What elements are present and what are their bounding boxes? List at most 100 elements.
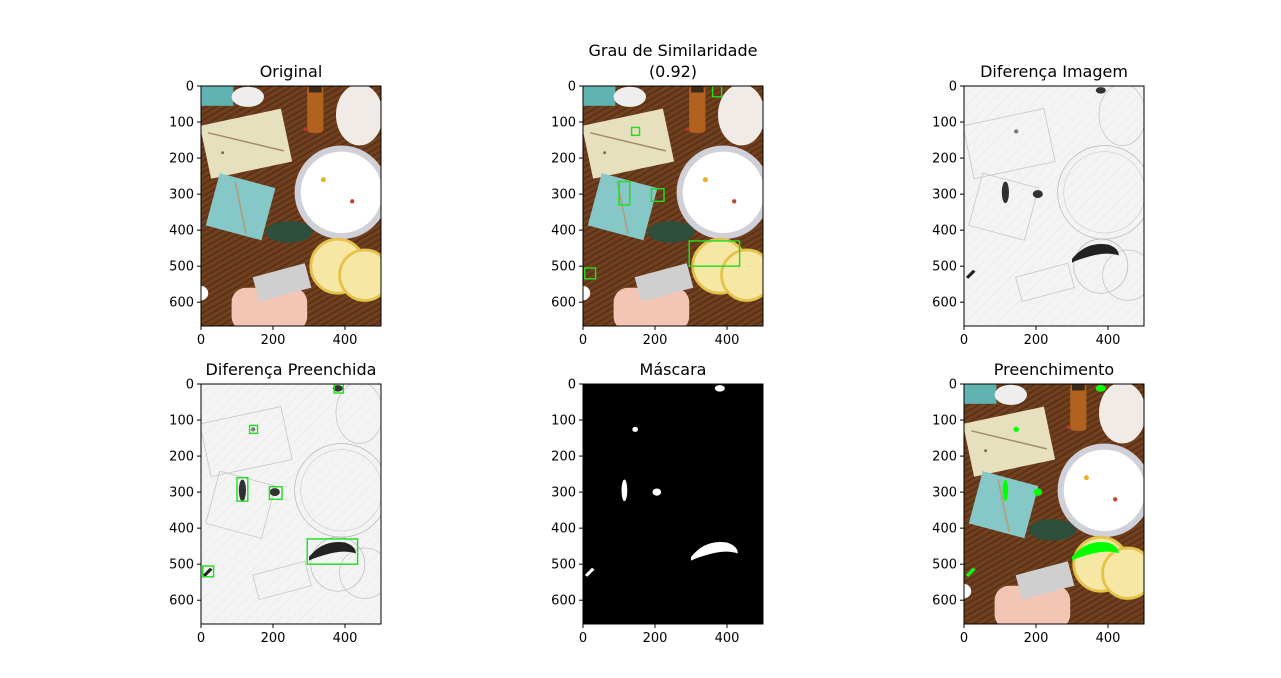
y-tick-label: 600 [932,594,957,609]
y-tick-label: 100 [551,116,576,131]
x-tick-label: 0 [960,333,968,348]
y-tick-label: 100 [932,116,957,131]
panel-diff: Diferença Imagem 0 200 400 0 100 200 300 400 500… [932,62,1145,348]
axes-fill: 0 200 400 0 100 200 300 400 500 600 [932,378,1145,646]
detection-box [618,180,631,206]
x-tick-label: 200 [1024,631,1049,646]
detection-box [202,565,215,578]
similarity-boxes [584,86,741,280]
x-tick-label: 0 [960,631,968,646]
y-tick-label: 500 [169,558,194,573]
mask-image [583,384,763,624]
y-tick-label: 0 [949,378,957,393]
x-tick-label: 0 [579,631,587,646]
y-tick-label: 200 [551,450,576,465]
diff-filled-image [201,384,381,624]
panel-title-similarity-line1: Grau de Similaridade [589,41,758,60]
y-tick-label: 600 [551,594,576,609]
detection-box [711,86,723,98]
y-tick-label: 500 [551,260,576,275]
detection-box [333,384,344,394]
y-tick-label: 0 [949,80,957,95]
y-tick-label: 400 [551,224,576,239]
y-tick-label: 200 [932,152,957,167]
x-tick-label: 0 [197,333,205,348]
y-tick-label: 0 [186,378,194,393]
y-tick-label: 200 [169,450,194,465]
x-tick-label: 200 [643,631,668,646]
axes-diff-filled: 0 200 400 0 100 200 300 400 500 600 [169,378,382,646]
panel-title-mask: Máscara [640,360,707,379]
x-tick-label: 400 [1096,333,1121,348]
detection-box [630,126,641,137]
y-tick-label: 0 [568,80,576,95]
x-tick-label: 200 [643,333,668,348]
y-tick-label: 200 [169,152,194,167]
y-tick-label: 500 [551,558,576,573]
x-tick-label: 0 [579,333,587,348]
similarity-image [583,86,763,326]
y-tick-label: 600 [932,296,957,311]
axes-frame [582,383,764,625]
y-tick-label: 300 [551,188,576,203]
detection-box [688,240,741,267]
detection-box [248,424,259,435]
y-tick-label: 500 [932,260,957,275]
y-tick-label: 300 [932,486,957,501]
detection-box [236,476,249,502]
y-tick-label: 600 [169,296,194,311]
y-tick-label: 300 [169,486,194,501]
y-tick-label: 200 [551,152,576,167]
axes-frame [200,85,382,327]
x-tick-label: 200 [1024,333,1049,348]
x-tick-label: 400 [333,631,358,646]
y-tick-label: 100 [169,414,194,429]
y-tick-label: 100 [932,414,957,429]
y-tick-label: 0 [186,80,194,95]
axes-original: 0 200 400 0 100 200 300 400 500 600 [169,80,382,348]
axes-diff: 0 200 400 0 100 200 300 400 500 600 [932,80,1145,348]
detection-box [306,538,359,565]
panel-original: Original 0 200 400 0 100 200 300 400 500 600 [169,62,382,348]
y-tick-label: 500 [932,558,957,573]
y-tick-label: 400 [932,224,957,239]
panel-title-diff-filled: Diferença Preenchida [206,360,377,379]
panel-title-similarity-line2: (0.92) [649,62,697,81]
y-tick-label: 400 [169,522,194,537]
detection-box [584,267,597,280]
x-tick-label: 400 [715,631,740,646]
y-tick-label: 300 [169,188,194,203]
diff-image [964,86,1144,326]
detection-box [650,187,665,203]
y-tick-label: 500 [169,260,194,275]
axes-frame [200,383,382,625]
x-tick-label: 0 [197,631,205,646]
axes-frame [582,85,764,327]
panel-title-diff: Diferença Imagem [980,62,1128,81]
y-tick-label: 400 [551,522,576,537]
axes-frame [963,383,1145,625]
panel-diff-filled: Diferença Preenchida 0 200 400 0 100 200 300 40… [169,360,382,646]
x-tick-label: 400 [1096,631,1121,646]
panel-title-original: Original [260,62,323,81]
original-image [201,86,381,326]
x-tick-label: 400 [715,333,740,348]
panel-fill: Preenchimento 0 200 400 0 100 200 300 400 500 600 [932,360,1145,646]
y-tick-label: 300 [932,188,957,203]
y-tick-label: 600 [169,594,194,609]
y-tick-label: 400 [169,224,194,239]
fill-image [964,384,1144,624]
panel-title-fill: Preenchimento [994,360,1114,379]
x-tick-label: 200 [261,631,286,646]
y-tick-label: 100 [169,116,194,131]
axes-frame [963,85,1145,327]
panel-similarity: Grau de Similaridade (0.92) 0 200 400 0 100 2… [551,41,764,348]
x-tick-label: 200 [261,333,286,348]
detection-box [268,485,283,501]
y-tick-label: 0 [568,378,576,393]
y-tick-label: 600 [551,296,576,311]
y-tick-label: 400 [932,522,957,537]
axes-similarity: 0 200 400 0 100 200 300 400 500 600 [551,80,764,348]
panel-mask: Máscara 0 200 400 0 100 200 300 400 500 600 [551,360,764,646]
